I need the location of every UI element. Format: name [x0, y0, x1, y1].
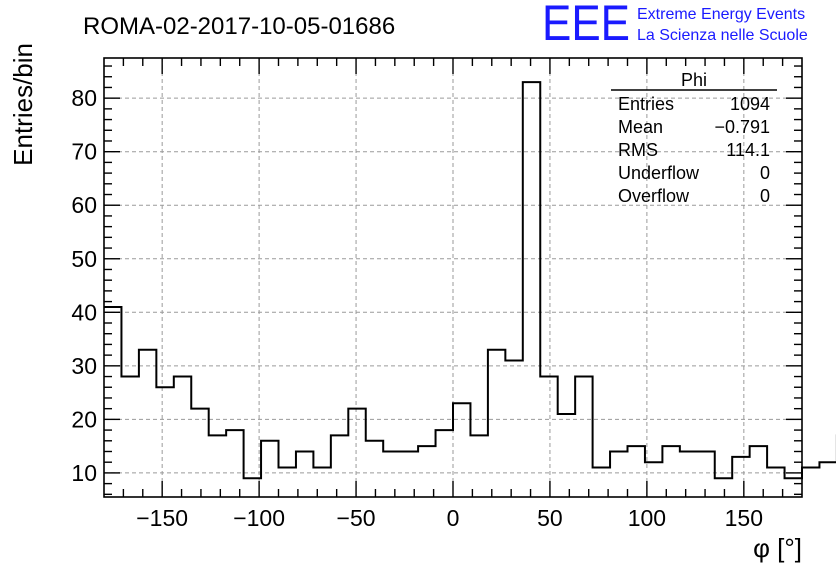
grid-lines — [104, 58, 802, 497]
stats-row-label: Mean — [618, 117, 663, 137]
stats-row-label: RMS — [618, 140, 658, 160]
y-tick-label: 20 — [71, 406, 97, 432]
logo-line-2: La Scienza nelle Scuole — [637, 27, 808, 44]
stats-title: Phi — [681, 70, 707, 90]
stats-row-value: 0 — [760, 186, 770, 206]
x-axis-label: φ [°] — [753, 533, 802, 563]
x-tick-label: −50 — [337, 505, 376, 531]
stats-row-value: 1094 — [730, 94, 770, 114]
x-tick-label: 100 — [628, 505, 666, 531]
logo-mark: EEE — [542, 0, 630, 51]
y-tick-label: 30 — [71, 353, 97, 379]
y-tick-label: 80 — [71, 85, 97, 111]
eee-logo: EEE Extreme Energy Events La Scienza nel… — [542, 0, 808, 51]
stats-row-value: 0 — [760, 163, 770, 183]
stats-row-label: Entries — [618, 94, 674, 114]
x-axis-ticks: −150 −100 −50 0 50 100 150 — [122, 58, 784, 531]
x-tick-label: 50 — [537, 505, 563, 531]
y-axis-ticks: 10 20 30 40 50 60 70 80 — [71, 65, 802, 496]
stats-row-label: Overflow — [618, 186, 690, 206]
x-tick-label: 0 — [447, 505, 460, 531]
x-tick-label: −100 — [233, 505, 285, 531]
logo-line-1: Extreme Energy Events — [637, 6, 805, 23]
x-tick-label: −150 — [136, 505, 188, 531]
y-axis-label: Entries/bin — [8, 43, 38, 166]
stats-row-value: −0.791 — [714, 117, 770, 137]
y-tick-label: 70 — [71, 139, 97, 165]
stats-row-label: Underflow — [618, 163, 700, 183]
stats-box: Phi Entries 1094 Mean −0.791 RMS 114.1 Underfl… — [611, 70, 777, 206]
y-tick-label: 60 — [71, 192, 97, 218]
y-tick-label: 10 — [71, 460, 97, 486]
chart-title: ROMA-02-2017-10-05-01686 — [83, 13, 395, 40]
y-tick-label: 40 — [71, 299, 97, 325]
y-tick-label: 50 — [71, 246, 97, 272]
histogram-line — [104, 81, 836, 480]
x-tick-label: 150 — [725, 505, 763, 531]
stats-row-value: 114.1 — [726, 140, 770, 160]
